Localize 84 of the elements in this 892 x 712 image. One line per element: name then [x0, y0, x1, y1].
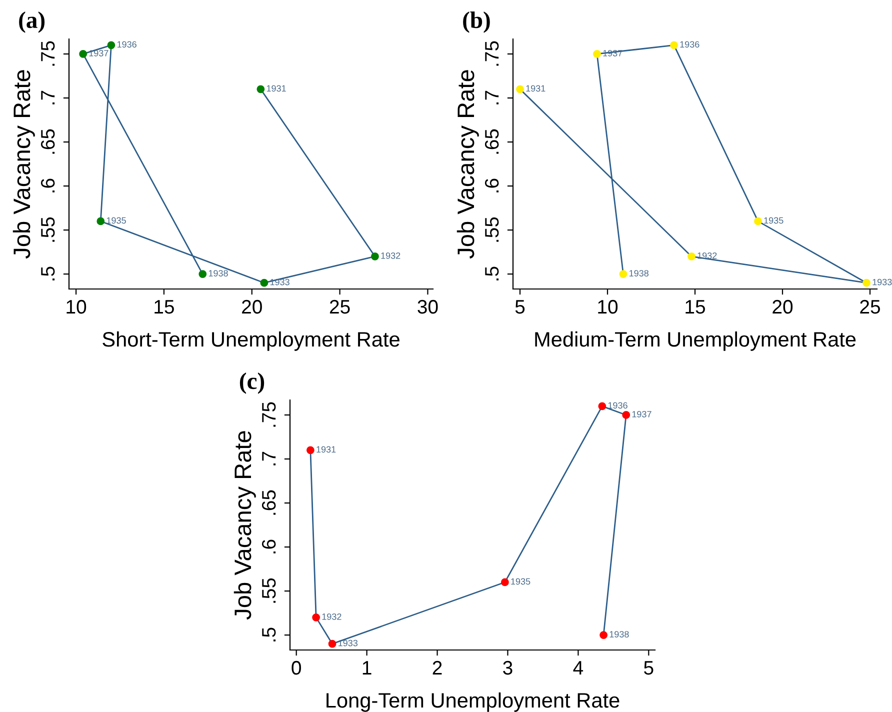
point — [306, 446, 314, 454]
x-tick-label: 20 — [242, 300, 262, 314]
x-axis-title: Long-Term Unemployment Rate — [326, 692, 620, 712]
x-tick-label: 20 — [772, 300, 793, 314]
annotation: 1932 — [381, 252, 400, 259]
annotation: 1936 — [117, 41, 136, 48]
y-tick-label: .6 — [262, 540, 276, 554]
x-axis-title: Short-Term Unemployment Rate — [102, 331, 400, 351]
annotation: 1936 — [608, 402, 628, 409]
y-tick-label: .65 — [484, 129, 499, 154]
annotation: 1938 — [610, 631, 629, 638]
x-tick-label: 25 — [860, 300, 880, 314]
chart-title: (a) — [19, 12, 45, 33]
x-tick-label: 0 — [292, 660, 301, 675]
annotation: 1936 — [680, 41, 700, 48]
point — [79, 50, 88, 58]
annotation: 1931 — [526, 85, 546, 92]
x-tick-label: 3 — [503, 660, 512, 675]
y-axis-title: Job Vacancy Rate — [234, 431, 256, 620]
annotation: 1933 — [338, 640, 358, 646]
x-tick-label: 25 — [330, 300, 350, 314]
y-tick-label: .65 — [262, 490, 276, 515]
y-axis-title: Job Vacancy Rate — [12, 70, 35, 259]
point — [670, 41, 678, 50]
annotation: 1933 — [270, 278, 290, 286]
point — [688, 252, 696, 260]
point — [622, 411, 630, 419]
annotation: 1938 — [208, 270, 228, 276]
x-tick-label: 4 — [573, 661, 584, 675]
point — [198, 270, 207, 278]
y-tick-label: .7 — [485, 90, 499, 104]
y-tick-label: .5 — [41, 266, 55, 280]
point — [862, 278, 870, 287]
chart-title: (c) — [240, 372, 264, 394]
annotation: 1935 — [106, 217, 126, 224]
annotation: 1937 — [632, 410, 652, 418]
point — [260, 278, 268, 287]
y-tick-label: .55 — [262, 578, 276, 603]
point — [598, 402, 606, 410]
point — [312, 613, 320, 622]
y-tick-label: .55 — [485, 217, 499, 242]
y-tick-label: .6 — [40, 178, 55, 192]
x-tick-label: 1 — [362, 661, 372, 675]
point — [500, 578, 509, 586]
annotation: 1932 — [322, 613, 342, 620]
y-tick-label: .55 — [41, 217, 55, 242]
x-tick-label: 15 — [686, 300, 705, 314]
point — [593, 50, 601, 58]
point — [516, 85, 524, 94]
y-tick-label: .6 — [484, 178, 499, 192]
point — [600, 631, 608, 639]
y-tick-label: .7 — [41, 90, 55, 104]
point — [328, 640, 336, 648]
y-tick-label: .7 — [262, 452, 276, 466]
annotation: 1933 — [872, 278, 892, 286]
y-tick-label: .65 — [40, 129, 55, 154]
point — [754, 217, 762, 226]
x-tick-label: 10 — [598, 300, 618, 314]
point — [96, 217, 105, 226]
annotation: 1938 — [629, 270, 648, 276]
annotation: 1935 — [764, 217, 784, 224]
point — [256, 85, 265, 94]
x-tick-label: 2 — [432, 660, 442, 675]
x-tick-label: 10 — [66, 300, 86, 314]
y-tick-label: .75 — [41, 41, 55, 66]
x-axis-title: Medium-Term Unemployment Rate — [535, 331, 856, 351]
y-axis-title: Job Vacancy Rate — [456, 70, 479, 259]
chart-title: (b) — [463, 12, 490, 33]
annotation: 1937 — [89, 50, 108, 56]
point — [107, 41, 116, 50]
point — [371, 252, 379, 260]
x-tick-label: 5 — [644, 661, 654, 675]
annotation: 1931 — [316, 446, 336, 453]
annotation: 1932 — [698, 252, 717, 259]
annotation: 1931 — [266, 85, 286, 92]
y-tick-label: .5 — [262, 628, 276, 642]
x-tick-label: 15 — [154, 300, 174, 314]
annotation: 1935 — [511, 578, 530, 585]
point — [619, 270, 628, 278]
x-tick-label: 5 — [515, 300, 525, 314]
x-tick-label: 30 — [418, 300, 438, 314]
y-tick-label: .75 — [485, 41, 499, 66]
y-tick-label: .75 — [262, 402, 276, 427]
y-tick-label: .5 — [485, 266, 499, 280]
